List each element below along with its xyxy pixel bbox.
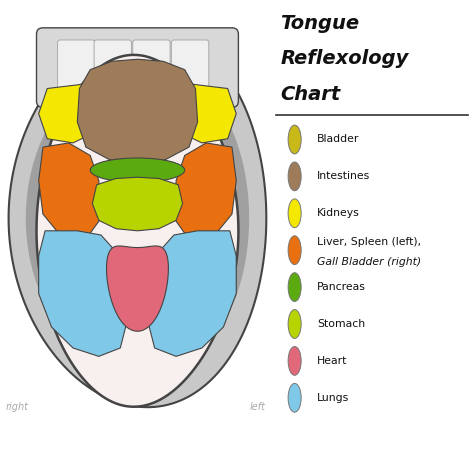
Circle shape xyxy=(288,162,301,191)
Polygon shape xyxy=(107,246,168,331)
Ellipse shape xyxy=(90,158,185,182)
Polygon shape xyxy=(174,143,236,239)
Circle shape xyxy=(288,125,301,154)
Polygon shape xyxy=(36,55,238,407)
Circle shape xyxy=(288,236,301,265)
Circle shape xyxy=(288,383,301,412)
Circle shape xyxy=(288,310,301,338)
Text: Lungs: Lungs xyxy=(317,393,349,403)
Text: right: right xyxy=(6,401,29,412)
Polygon shape xyxy=(26,59,249,378)
Text: Intestines: Intestines xyxy=(317,171,370,181)
FancyBboxPatch shape xyxy=(36,28,238,108)
Polygon shape xyxy=(9,29,266,407)
Polygon shape xyxy=(176,84,236,143)
Ellipse shape xyxy=(114,67,161,90)
Polygon shape xyxy=(92,177,182,231)
Text: Liver, Spleen (left),: Liver, Spleen (left), xyxy=(317,237,421,247)
Circle shape xyxy=(288,273,301,302)
Polygon shape xyxy=(39,143,101,239)
Text: Gall Bladder (right): Gall Bladder (right) xyxy=(317,257,421,267)
Text: Heart: Heart xyxy=(317,356,347,366)
Polygon shape xyxy=(148,231,236,356)
Text: Stomach: Stomach xyxy=(317,319,365,329)
Text: Tongue: Tongue xyxy=(280,14,359,32)
FancyBboxPatch shape xyxy=(133,40,170,99)
FancyBboxPatch shape xyxy=(172,40,209,99)
Circle shape xyxy=(288,199,301,228)
Polygon shape xyxy=(39,231,127,356)
Text: Chart: Chart xyxy=(280,86,341,104)
Text: Bladder: Bladder xyxy=(317,135,359,144)
Text: left: left xyxy=(250,401,266,412)
FancyBboxPatch shape xyxy=(94,40,131,99)
Circle shape xyxy=(288,346,301,375)
FancyBboxPatch shape xyxy=(57,40,95,99)
Text: Pancreas: Pancreas xyxy=(317,282,366,292)
Polygon shape xyxy=(77,59,198,164)
Polygon shape xyxy=(39,84,99,143)
Text: Kidneys: Kidneys xyxy=(317,208,360,218)
Text: Reflexology: Reflexology xyxy=(280,50,409,68)
